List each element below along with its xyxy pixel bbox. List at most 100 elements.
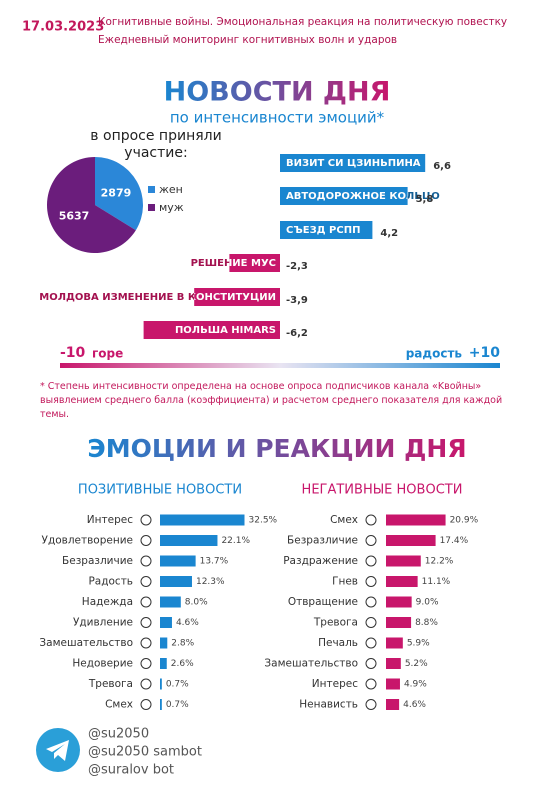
emoji-icon: [365, 555, 377, 567]
bar-label: РЕШЕНИЕ МУС: [191, 258, 276, 269]
value-label: 0.7%: [166, 700, 189, 710]
value-label: 5.9%: [407, 639, 430, 649]
bar: [280, 187, 408, 205]
axis-label: горе: [92, 347, 123, 361]
emoji-icon: [365, 658, 377, 669]
value-label: 12.2%: [425, 557, 454, 567]
section-title: НОВОСТИ ДНЯ: [164, 77, 391, 108]
category-label: Раздражение: [283, 555, 358, 567]
value-label: 32.5%: [249, 516, 278, 526]
category-label: Интерес: [312, 678, 358, 690]
bar: [386, 678, 400, 690]
value-label: 2.8%: [171, 639, 194, 649]
handle[interactable]: @suralov bot: [88, 763, 174, 778]
value-label: 9.0%: [416, 598, 439, 608]
bar: [160, 678, 162, 690]
pie-slice: [95, 156, 144, 231]
category-label: Тревога: [313, 617, 358, 629]
category-label: Отвращение: [288, 596, 358, 608]
value-label: 5,8: [416, 194, 434, 205]
footnote: * Степень интенсивности определена на ос…: [40, 381, 503, 420]
date: 17.03.2023: [22, 20, 104, 35]
emoji-icon: [365, 596, 377, 608]
value-label: 6,6: [433, 161, 451, 172]
bar: [160, 637, 168, 649]
bar: [160, 555, 196, 567]
category-label: Смех: [330, 514, 358, 526]
chart-title: ПОЗИТИВНЫЕ НОВОСТИ: [78, 483, 242, 498]
value-label: -3,9: [286, 295, 308, 306]
bar-label: ПОЛЬША HIMARS: [175, 325, 276, 336]
value-label: 13.7%: [200, 557, 229, 567]
bar: [386, 596, 412, 608]
emoji-icon: [365, 637, 377, 649]
bar-label: АВТОДОРОЖНОЕ КОЛЬЦО: [286, 191, 440, 202]
legend-label: жен: [159, 183, 183, 196]
value-label: 20.9%: [450, 516, 479, 526]
bar-label: АВТОДОРОЖНОЕ КОЛЬЦО: [286, 191, 440, 202]
bar-label: ПОЛЬША HIMARS: [175, 325, 276, 336]
emoji-icon: [365, 617, 377, 628]
bar-label: ВИЗИТ СИ ЦЗИНЬПИНА: [286, 158, 421, 169]
x-tick-label: +10: [469, 345, 500, 361]
handle[interactable]: @su2050: [88, 727, 149, 742]
emoji-icon: [140, 576, 152, 587]
legend-label: муж: [159, 201, 184, 214]
emoji-icon: [140, 699, 152, 710]
category-label: Ненависть: [299, 699, 358, 711]
legend-swatch: [148, 204, 155, 211]
value-label: 8.8%: [415, 618, 438, 628]
legend-swatch: [148, 186, 155, 193]
emoji-icon: [140, 535, 152, 546]
bar: [143, 321, 280, 339]
category-label: Безразличие: [287, 535, 358, 547]
emoji-icon: [140, 658, 152, 669]
section-subtitle: по интенсивности эмоций*: [170, 109, 385, 127]
category-label: Радость: [88, 576, 133, 588]
value-label: -2,3: [286, 261, 308, 272]
bar: [386, 576, 418, 587]
emoji-icon: [365, 535, 377, 546]
bar: [160, 514, 245, 526]
emoji-icon: [140, 637, 152, 649]
emoji-icon: [140, 596, 152, 608]
bar-label: СЪЕЗД РСПП: [286, 225, 360, 236]
value-label: 8.0%: [185, 598, 208, 608]
emoji-icon: [365, 576, 377, 587]
bar: [386, 699, 400, 710]
value-label: 5.2%: [405, 659, 428, 669]
bar: [386, 658, 401, 669]
bar: [160, 535, 218, 546]
bar: [160, 658, 167, 669]
bar: [194, 288, 280, 306]
bar-label: МОЛДОВА ИЗМЕНЕНИЕ В КОНСТИТУЦИИ: [39, 292, 276, 303]
value-label: 4.6%: [176, 618, 199, 628]
pie-slice: [46, 156, 136, 253]
value-label: 11.1%: [422, 577, 451, 587]
category-label: Интерес: [87, 514, 133, 526]
category-label: Недоверие: [72, 658, 133, 670]
bar: [386, 555, 421, 567]
category-label: Замешательство: [39, 637, 133, 649]
header-line: Когнитивные войны. Эмоциональная реакция…: [98, 16, 507, 28]
bar: [280, 221, 373, 239]
slice-label: 5637: [59, 210, 90, 223]
emoji-icon: [365, 678, 377, 690]
category-label: Смех: [105, 699, 133, 711]
slice-label: 2879: [101, 186, 132, 199]
bar: [280, 154, 426, 172]
bar: [386, 617, 412, 628]
pie-title: в опросе приняли участие:: [90, 128, 222, 161]
value-label: 12.3%: [196, 577, 225, 587]
category-label: Безразличие: [62, 555, 133, 567]
handle[interactable]: @su2050 sambot: [88, 745, 202, 760]
axis-bar: [60, 363, 500, 368]
bar: [160, 617, 172, 628]
emoji-icon: [365, 514, 377, 526]
value-label: 4,2: [380, 228, 398, 239]
bar-label: РЕШЕНИЕ МУС: [191, 258, 276, 269]
bar: [160, 699, 162, 710]
axis-label: радость: [406, 347, 463, 361]
